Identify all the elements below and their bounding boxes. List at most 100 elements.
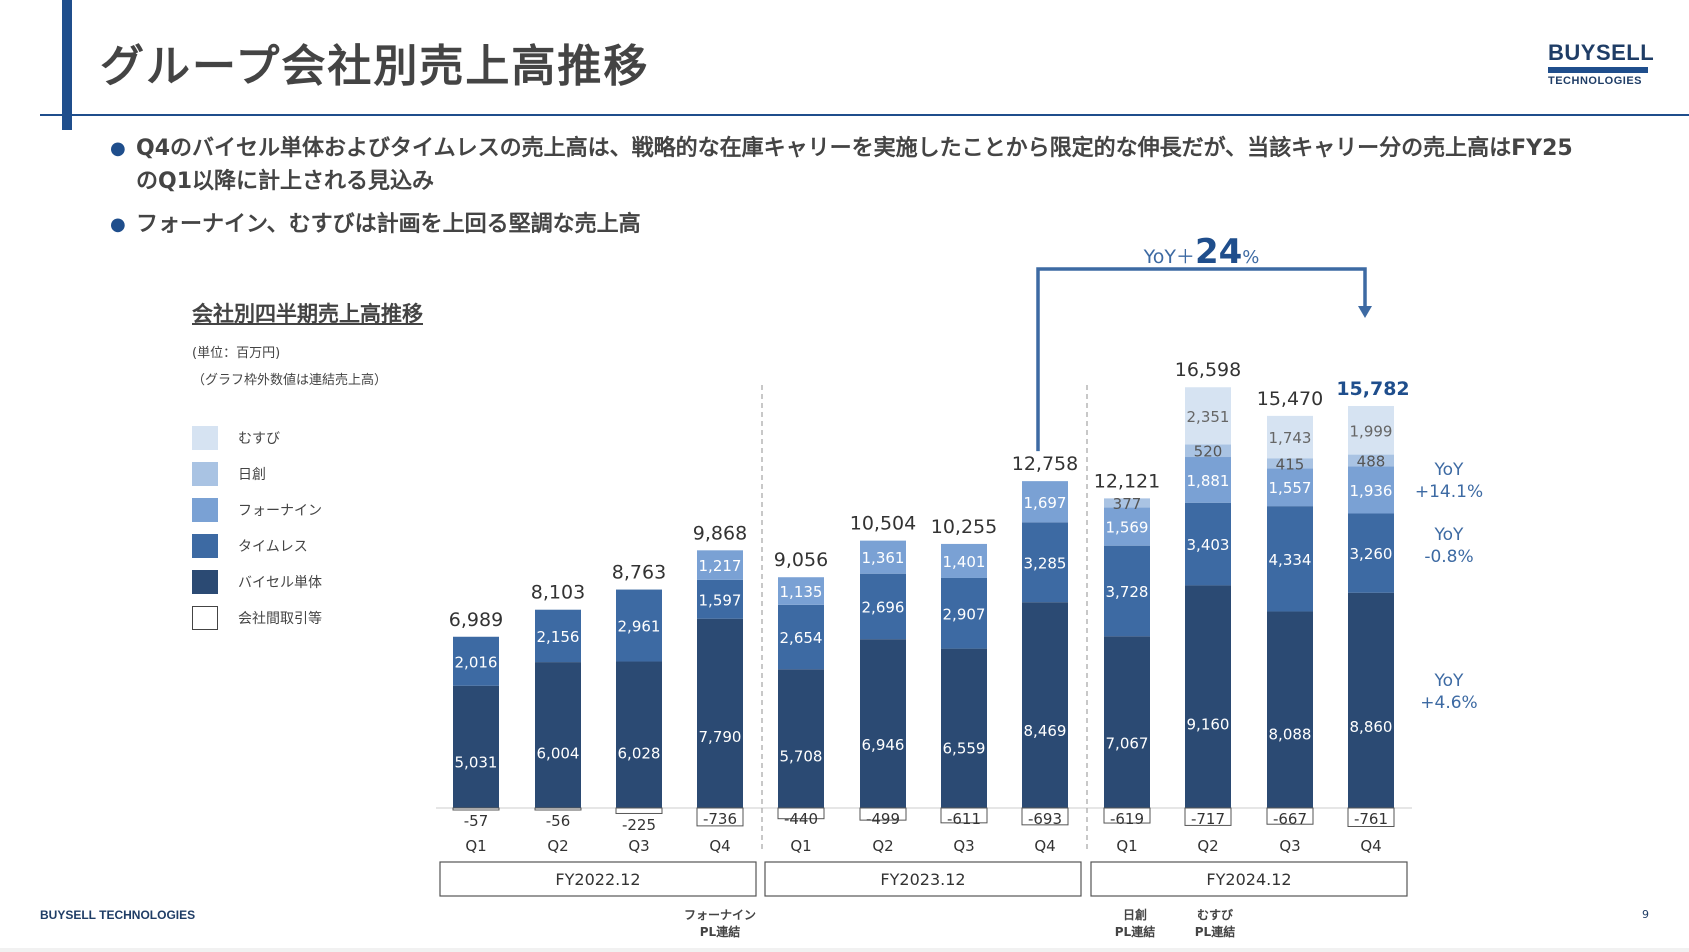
bar-segment-intercompany: [534, 807, 582, 811]
intercompany-value-label: -57: [464, 812, 489, 830]
unit-note: (単位：百万円): [192, 346, 281, 361]
segment-yoy-label: YoY: [1434, 671, 1465, 691]
bar-segment-intercompany: [696, 807, 744, 827]
intercompany-value-label: -499: [866, 810, 900, 828]
bar-value-label: 1,557: [1269, 479, 1312, 497]
bar-segment: [1104, 507, 1150, 546]
fiscal-year-box: [1090, 861, 1408, 897]
footer-rule: [0, 948, 1689, 952]
bar-value-label: 2,654: [780, 629, 823, 647]
page-title: グループ会社別売上高推移: [100, 41, 650, 92]
bar-value-label: 3,285: [1024, 554, 1067, 572]
bar-value-label: 1,936: [1350, 482, 1393, 500]
bar-total-label: 12,121: [1094, 470, 1160, 492]
bar-segment-intercompany: [1184, 807, 1232, 826]
bar-value-label: 377: [1113, 495, 1142, 513]
bar-segment: [860, 639, 906, 808]
bar-segment: [1348, 406, 1394, 455]
bar-segment: [453, 636, 499, 686]
legend-swatch: [192, 426, 218, 450]
quarter-tick-label: Q1: [1116, 837, 1137, 855]
legend-swatch: [192, 534, 218, 558]
legend-label: 日創: [238, 467, 266, 483]
consolidation-note: むすび: [1197, 907, 1234, 922]
fiscal-year-label: FY2022.12: [555, 870, 640, 889]
chart-legend: むすび 日創 フォーナイン タイムレス バイセル単体 会社間取引等: [192, 420, 322, 636]
bar-value-label: 1,569: [1106, 519, 1149, 537]
bar-segment: [941, 577, 987, 649]
bar-segment: [535, 609, 581, 663]
bar-total-label: 10,504: [850, 513, 916, 535]
chart-heading: 会社別四半期売上高推移: [192, 302, 423, 326]
bar-total-label: 10,255: [931, 516, 997, 538]
fiscal-year-box: [439, 861, 757, 897]
quarter-tick-label: Q3: [1279, 837, 1300, 855]
bar-segment: [535, 662, 581, 808]
intercompany-value-label: -619: [1110, 810, 1144, 828]
bar-segment: [453, 685, 499, 808]
quarter-tick-label: Q4: [1360, 837, 1381, 855]
legend-item-timeless: タイムレス: [192, 528, 322, 564]
segment-yoy-value: +14.1%: [1415, 482, 1483, 502]
fiscal-year-label: FY2023.12: [880, 870, 965, 889]
bar-value-label: 3,728: [1106, 583, 1149, 601]
bar-value-label: 6,946: [862, 736, 905, 754]
bar-segment: [1267, 506, 1313, 612]
intercompany-value-label: -667: [1273, 810, 1307, 828]
bar-value-label: 1,743: [1269, 429, 1312, 447]
bar-value-label: 415: [1276, 455, 1305, 473]
bullet-item: ● Q4のバイセル単体およびタイムレスの売上高は、戦略的な在庫キャリーを実施した…: [110, 132, 1590, 198]
intercompany-value-label: -761: [1354, 810, 1388, 828]
bar-total-label: 8,103: [531, 582, 585, 604]
bar-segment: [616, 661, 662, 808]
segment-yoy-value: +4.6%: [1420, 693, 1477, 713]
bar-value-label: 9,160: [1187, 715, 1230, 733]
bar-value-label: 3,260: [1350, 545, 1393, 563]
legend-label: むすび: [238, 431, 280, 447]
bar-segment: [697, 550, 743, 580]
bar-segment: [1348, 454, 1394, 467]
bar-segment: [1104, 636, 1150, 808]
bar-segment: [778, 669, 824, 808]
bar-segment: [697, 579, 743, 619]
bar-segment: [778, 577, 824, 605]
intercompany-value-label: -440: [784, 810, 818, 828]
yoy-bracket-line: [1036, 267, 1367, 452]
bar-segment: [616, 589, 662, 662]
legend-item-musubi: むすび: [192, 420, 322, 456]
legend-swatch: [192, 498, 218, 522]
bar-segment: [1267, 468, 1313, 507]
bar-value-label: 7,790: [699, 728, 742, 746]
yoy-arrow-head-icon: [1358, 306, 1372, 318]
bar-segment: [1267, 458, 1313, 469]
legend-label: 会社間取引等: [238, 611, 322, 627]
bar-segment-intercompany: [1266, 807, 1314, 825]
bar-value-label: 1,597: [699, 591, 742, 609]
bar-segment: [1348, 466, 1394, 514]
bar-value-label: 1,697: [1024, 494, 1067, 512]
bar-value-label: 5,031: [455, 754, 498, 772]
title-divider: [40, 114, 1689, 116]
bar-segment-intercompany: [1103, 807, 1151, 824]
legend-swatch: [192, 462, 218, 486]
bar-segment: [941, 648, 987, 808]
company-logo: BUYSELL TECHNOLOGIES: [1548, 40, 1654, 87]
bar-value-label: 8,860: [1350, 718, 1393, 736]
bar-total-label: 6,989: [449, 609, 503, 631]
bullet-text: Q4のバイセル単体およびタイムレスの売上高は、戦略的な在庫キャリーを実施したこと…: [136, 136, 1573, 194]
bar-segment: [1185, 444, 1231, 458]
legend-item-intercompany: 会社間取引等: [192, 600, 322, 636]
bar-value-label: 2,907: [943, 605, 986, 623]
intercompany-value-label: -736: [703, 810, 737, 828]
bar-segment-intercompany: [1347, 807, 1395, 827]
consolidation-note: 日創: [1123, 907, 1147, 922]
legend-item-fournine: フォーナイン: [192, 492, 322, 528]
bar-value-label: 6,004: [537, 745, 580, 763]
bar-total-label: 12,758: [1012, 453, 1078, 475]
bar-value-label: 2,156: [537, 628, 580, 646]
quarter-tick-label: Q3: [953, 837, 974, 855]
bar-value-label: 520: [1194, 443, 1223, 461]
bar-segment: [1348, 592, 1394, 808]
bar-value-label: 2,016: [455, 653, 498, 671]
